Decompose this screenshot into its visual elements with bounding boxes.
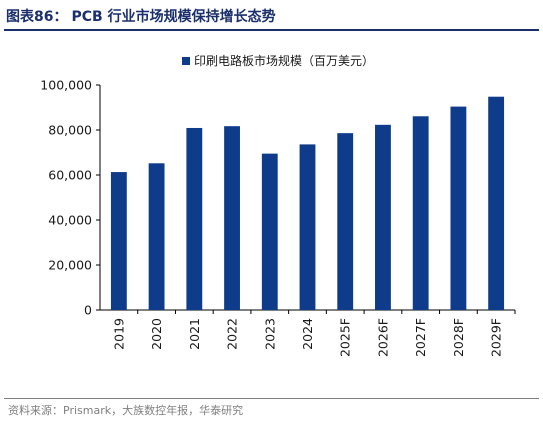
y-tick-label: 40,000 — [48, 213, 92, 228]
header-divider — [4, 29, 539, 31]
bar — [375, 124, 391, 310]
bar — [110, 172, 127, 310]
x-tick-label: 2029F — [489, 318, 504, 357]
x-tick-label: 2028F — [451, 318, 466, 357]
chart-legend: 印刷电路板市场规模（百万美元） — [182, 53, 374, 68]
legend-label: 印刷电路板市场规模（百万美元） — [194, 53, 374, 68]
x-tick-label: 2020 — [149, 318, 164, 350]
y-tick-label: 100,000 — [40, 78, 92, 93]
footer-divider — [4, 398, 539, 399]
y-tick-label: 80,000 — [48, 123, 92, 138]
y-tick-label: 0 — [84, 303, 92, 318]
bar-series — [110, 96, 505, 311]
bar — [337, 133, 354, 310]
figure-title: 图表86： PCB 行业市场规模保持增长态势 — [6, 6, 276, 26]
chart-title: PCB 行业市场规模保持增长态势 — [71, 9, 276, 25]
bar-chart: 印刷电路板市场规模（百万美元） 0 20,000 40,000 60,000 80,00… — [40, 53, 516, 357]
x-tick-label: 2022 — [225, 318, 240, 350]
x-axis-labels: 2019 2020 2021 2022 2023 2024 2025F 2026F 2027F 2… — [111, 318, 503, 357]
y-axis-labels: 0 20,000 40,000 60,000 80,000 100,000 — [40, 78, 92, 318]
figure-number: 图表86： — [6, 9, 68, 25]
x-tick-label: 2021 — [187, 318, 202, 350]
y-tick-label: 60,000 — [48, 168, 92, 183]
x-tick-label: 2019 — [111, 318, 126, 350]
x-tick-label: 2026F — [375, 318, 390, 357]
bar — [261, 153, 278, 310]
bar — [224, 126, 240, 310]
figure-header: 图表86： PCB 行业市场规模保持增长态势 — [0, 0, 543, 31]
x-tick-label: 2027F — [413, 318, 428, 357]
x-tick-label: 2024 — [300, 318, 315, 350]
bar — [148, 163, 165, 310]
x-tick-label: 2023 — [262, 318, 277, 350]
bar — [450, 106, 467, 310]
bar — [299, 144, 316, 310]
source-note: 资料来源：Prismark，大族数控年报，华泰研究 — [8, 404, 244, 417]
bar — [186, 127, 203, 310]
x-tick-label: 2025F — [338, 318, 353, 357]
bar — [412, 116, 429, 311]
legend-swatch — [182, 57, 190, 65]
y-tick-label: 20,000 — [48, 258, 92, 273]
bar — [488, 96, 505, 310]
